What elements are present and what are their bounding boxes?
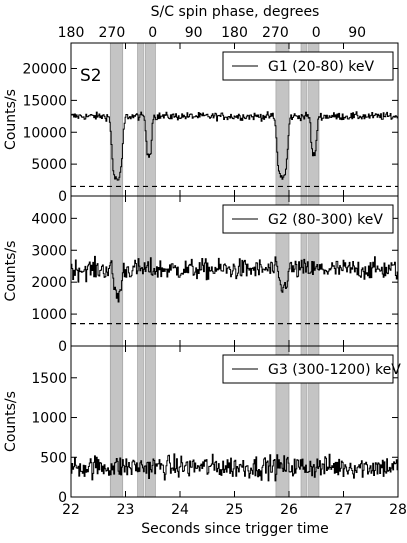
top-axis-title: S/C spin phase, degrees [151, 4, 320, 20]
panel-g2: 0 1000 2000 3000 4000 Counts/s G2 (80-300) keV [3, 195, 399, 355]
legend-label: G1 (20-80) keV [268, 59, 374, 75]
y-tick-label: 20000 [22, 62, 67, 78]
top-tick-label: 270 [262, 25, 289, 41]
top-axis-ticks: 180 270 0 90 180 270 0 90 [58, 25, 366, 41]
top-tick-label: 180 [58, 25, 85, 41]
legend-label: G2 (80-300) keV [268, 212, 383, 228]
x-tick-label: 24 [171, 502, 189, 518]
panel-g3: 0 500 1000 1500 Counts/s G3 (300-1200) keV [3, 345, 401, 506]
y-tick-label: 4000 [31, 211, 67, 227]
y-tick-label: 1000 [31, 307, 67, 323]
x-tick-label: 28 [389, 502, 407, 518]
shaded-interval [137, 345, 144, 498]
x-axis-title: Seconds since trigger time [141, 521, 328, 537]
series-line [71, 453, 398, 482]
x-tick-label: 26 [280, 502, 298, 518]
panel-label: S2 [80, 66, 102, 86]
series-line [71, 111, 398, 181]
shaded-interval [144, 345, 156, 498]
top-tick-label: 90 [185, 25, 203, 41]
x-tick-label: 25 [226, 502, 244, 518]
y-tick-label: 5000 [31, 157, 67, 173]
y-axis-title: Counts/s [3, 241, 19, 302]
top-tick-label: 180 [221, 25, 248, 41]
y-tick-label: 10000 [22, 125, 67, 141]
y-tick-label: 500 [40, 450, 67, 466]
y-axis-title: Counts/s [3, 391, 19, 452]
series-line [71, 255, 398, 303]
top-tick-label: 0 [312, 25, 321, 41]
y-axis-title: Counts/s [3, 89, 19, 150]
x-axis-ticks: 22 23 24 25 26 27 28 [62, 502, 407, 518]
y-tick-label: 3000 [31, 243, 67, 259]
shaded-interval [109, 42, 124, 197]
top-tick-label: 90 [348, 25, 366, 41]
x-tick-label: 23 [117, 502, 135, 518]
x-tick-label: 22 [62, 502, 80, 518]
legend-label: G3 (300-1200) keV [268, 362, 401, 378]
y-tick-label: 1000 [31, 411, 67, 427]
y-tick-label: 0 [58, 189, 67, 205]
y-tick-label: 2000 [31, 275, 67, 291]
y-tick-label: 15000 [22, 93, 67, 109]
y-tick-label: 1500 [31, 371, 67, 387]
top-tick-label: 270 [99, 25, 126, 41]
y-tick-label: 0 [58, 490, 67, 506]
x-tick-label: 27 [335, 502, 353, 518]
top-tick-label: 0 [148, 25, 157, 41]
y-tick-label: 0 [58, 339, 67, 355]
